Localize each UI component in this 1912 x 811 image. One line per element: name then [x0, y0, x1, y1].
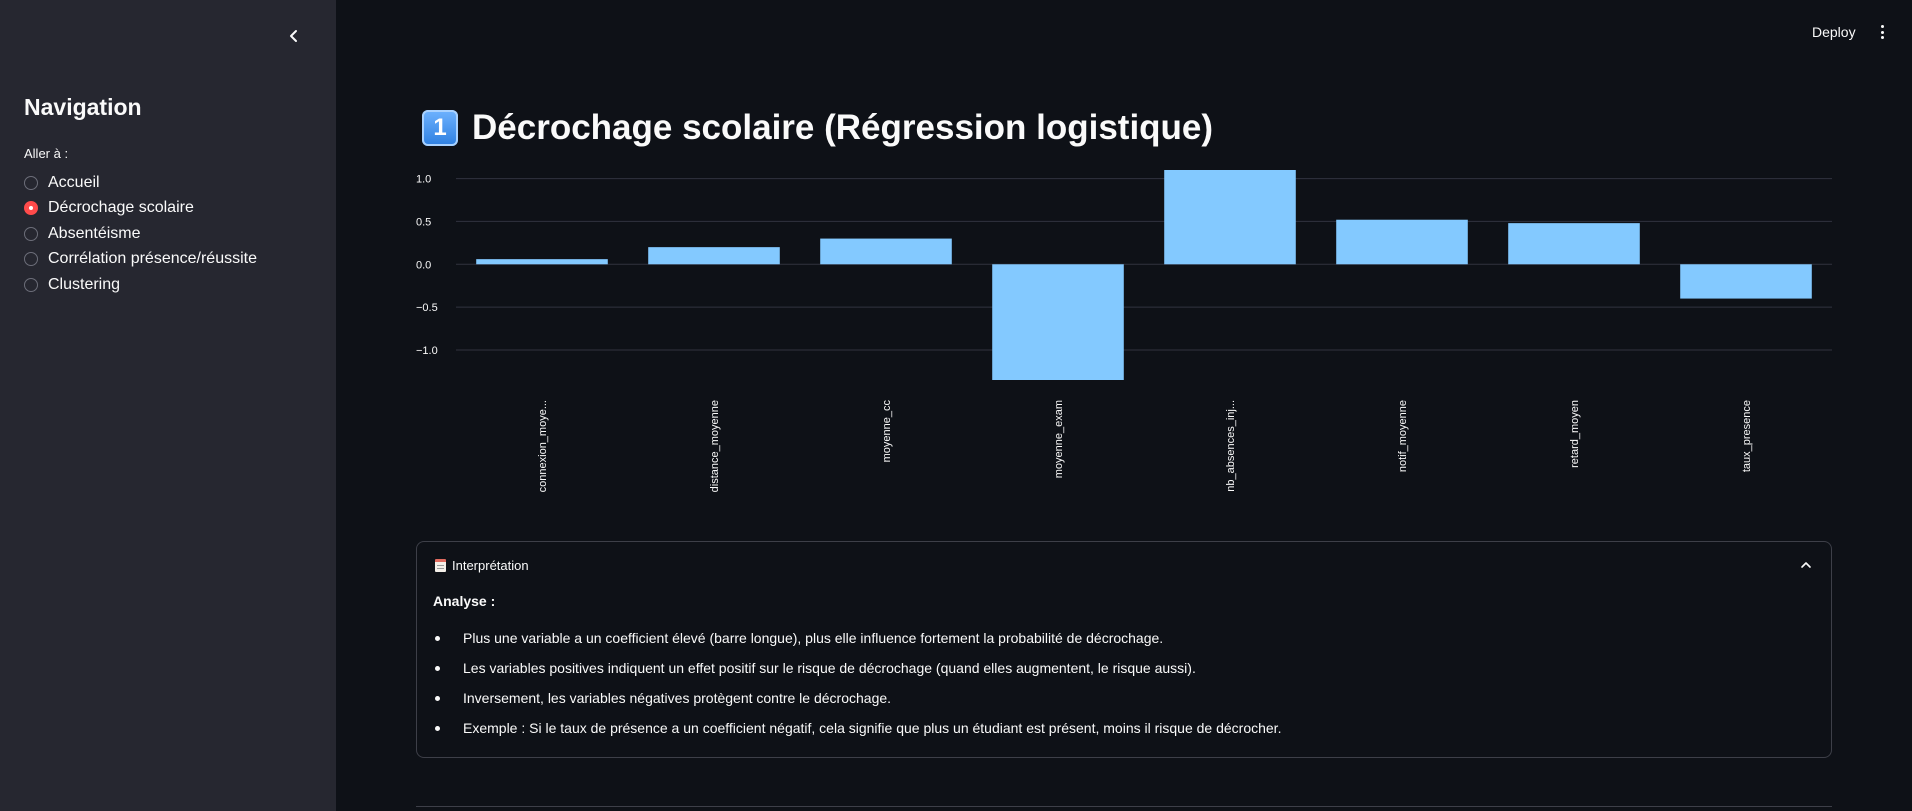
- deploy-button[interactable]: Deploy: [1812, 24, 1856, 40]
- x-tick-label: moyenne_exam: [1053, 400, 1065, 478]
- x-tick-label: moyenne_cc: [881, 400, 893, 463]
- page-title: 1 Décrochage scolaire (Régression logist…: [422, 108, 1213, 148]
- interpretation-expander: Interprétation Analyse : Plus une variab…: [416, 541, 1832, 758]
- radio-option-accueil[interactable]: Accueil: [24, 170, 257, 196]
- x-tick-label: retard_moyen: [1569, 400, 1581, 468]
- radio-option-label: Clustering: [48, 276, 120, 294]
- bar: [1680, 264, 1812, 298]
- list-item: Exemple : Si le taux de présence a un co…: [433, 718, 1281, 748]
- chevron-up-icon[interactable]: [1799, 558, 1813, 572]
- bar: [476, 259, 608, 264]
- expander-label: Interprétation: [452, 558, 529, 573]
- radio-button[interactable]: [24, 227, 38, 241]
- divider: [416, 806, 1832, 807]
- bar: [1508, 223, 1640, 264]
- y-tick-label: 0.0: [416, 259, 431, 271]
- navigation-radio-group: Accueil Décrochage scolaire Absentéisme …: [24, 170, 257, 298]
- x-tick-label: distance_moyenne: [709, 400, 721, 492]
- expander-header[interactable]: Interprétation: [435, 558, 529, 573]
- y-tick-label: 0.5: [416, 216, 431, 228]
- radio-option-decrochage-scolaire[interactable]: Décrochage scolaire: [24, 196, 257, 222]
- sidebar: Navigation Aller à : Accueil Décrochage …: [0, 0, 336, 811]
- radio-option-correlation[interactable]: Corrélation présence/réussite: [24, 247, 257, 273]
- radio-button[interactable]: [24, 278, 38, 292]
- analysis-heading: Analyse :: [433, 593, 495, 609]
- y-tick-label: −1.0: [416, 345, 438, 357]
- radio-button[interactable]: [24, 176, 38, 190]
- radio-option-label: Décrochage scolaire: [48, 199, 194, 217]
- bar: [648, 247, 780, 264]
- bar: [992, 264, 1124, 380]
- radio-option-label: Accueil: [48, 174, 100, 192]
- collapse-sidebar-button[interactable]: [282, 24, 306, 48]
- radio-option-clustering[interactable]: Clustering: [24, 272, 257, 298]
- coefficient-bar-chart: 1.0 0.5 0.0 −0.5 −1.0 connexion_moye... distan…: [416, 170, 1832, 520]
- x-tick-label: nb_absences_inj...: [1225, 400, 1237, 492]
- radio-button[interactable]: [24, 252, 38, 266]
- analysis-bullet-list: Plus une variable a un coefficient élevé…: [433, 628, 1281, 748]
- x-tick-label: notif_moyenne: [1397, 400, 1409, 472]
- x-tick-label: taux_presence: [1741, 400, 1753, 472]
- keycap-number-one-icon: 1: [422, 110, 458, 146]
- x-tick-label: connexion_moye...: [537, 400, 549, 492]
- radio-option-absenteisme[interactable]: Absentéisme: [24, 221, 257, 247]
- kebab-menu-icon[interactable]: [1875, 22, 1889, 42]
- sidebar-title: Navigation: [24, 94, 142, 121]
- y-tick-label: 1.0: [416, 174, 431, 186]
- chevron-left-icon: [287, 29, 301, 43]
- list-item: Plus une variable a un coefficient élevé…: [433, 628, 1281, 658]
- radio-group-label: Aller à :: [24, 146, 68, 161]
- bar: [820, 239, 952, 265]
- page-document-icon: [435, 559, 446, 572]
- y-tick-label: −0.5: [416, 302, 438, 314]
- list-item: Les variables positives indiquent un eff…: [433, 658, 1281, 688]
- list-item: Inversement, les variables négatives pro…: [433, 688, 1281, 718]
- page-title-text: Décrochage scolaire (Régression logistiq…: [472, 108, 1213, 148]
- radio-button-selected[interactable]: [24, 201, 38, 215]
- radio-option-label: Corrélation présence/réussite: [48, 250, 257, 268]
- radio-option-label: Absentéisme: [48, 225, 141, 243]
- bar: [1164, 170, 1296, 264]
- bar: [1336, 220, 1468, 265]
